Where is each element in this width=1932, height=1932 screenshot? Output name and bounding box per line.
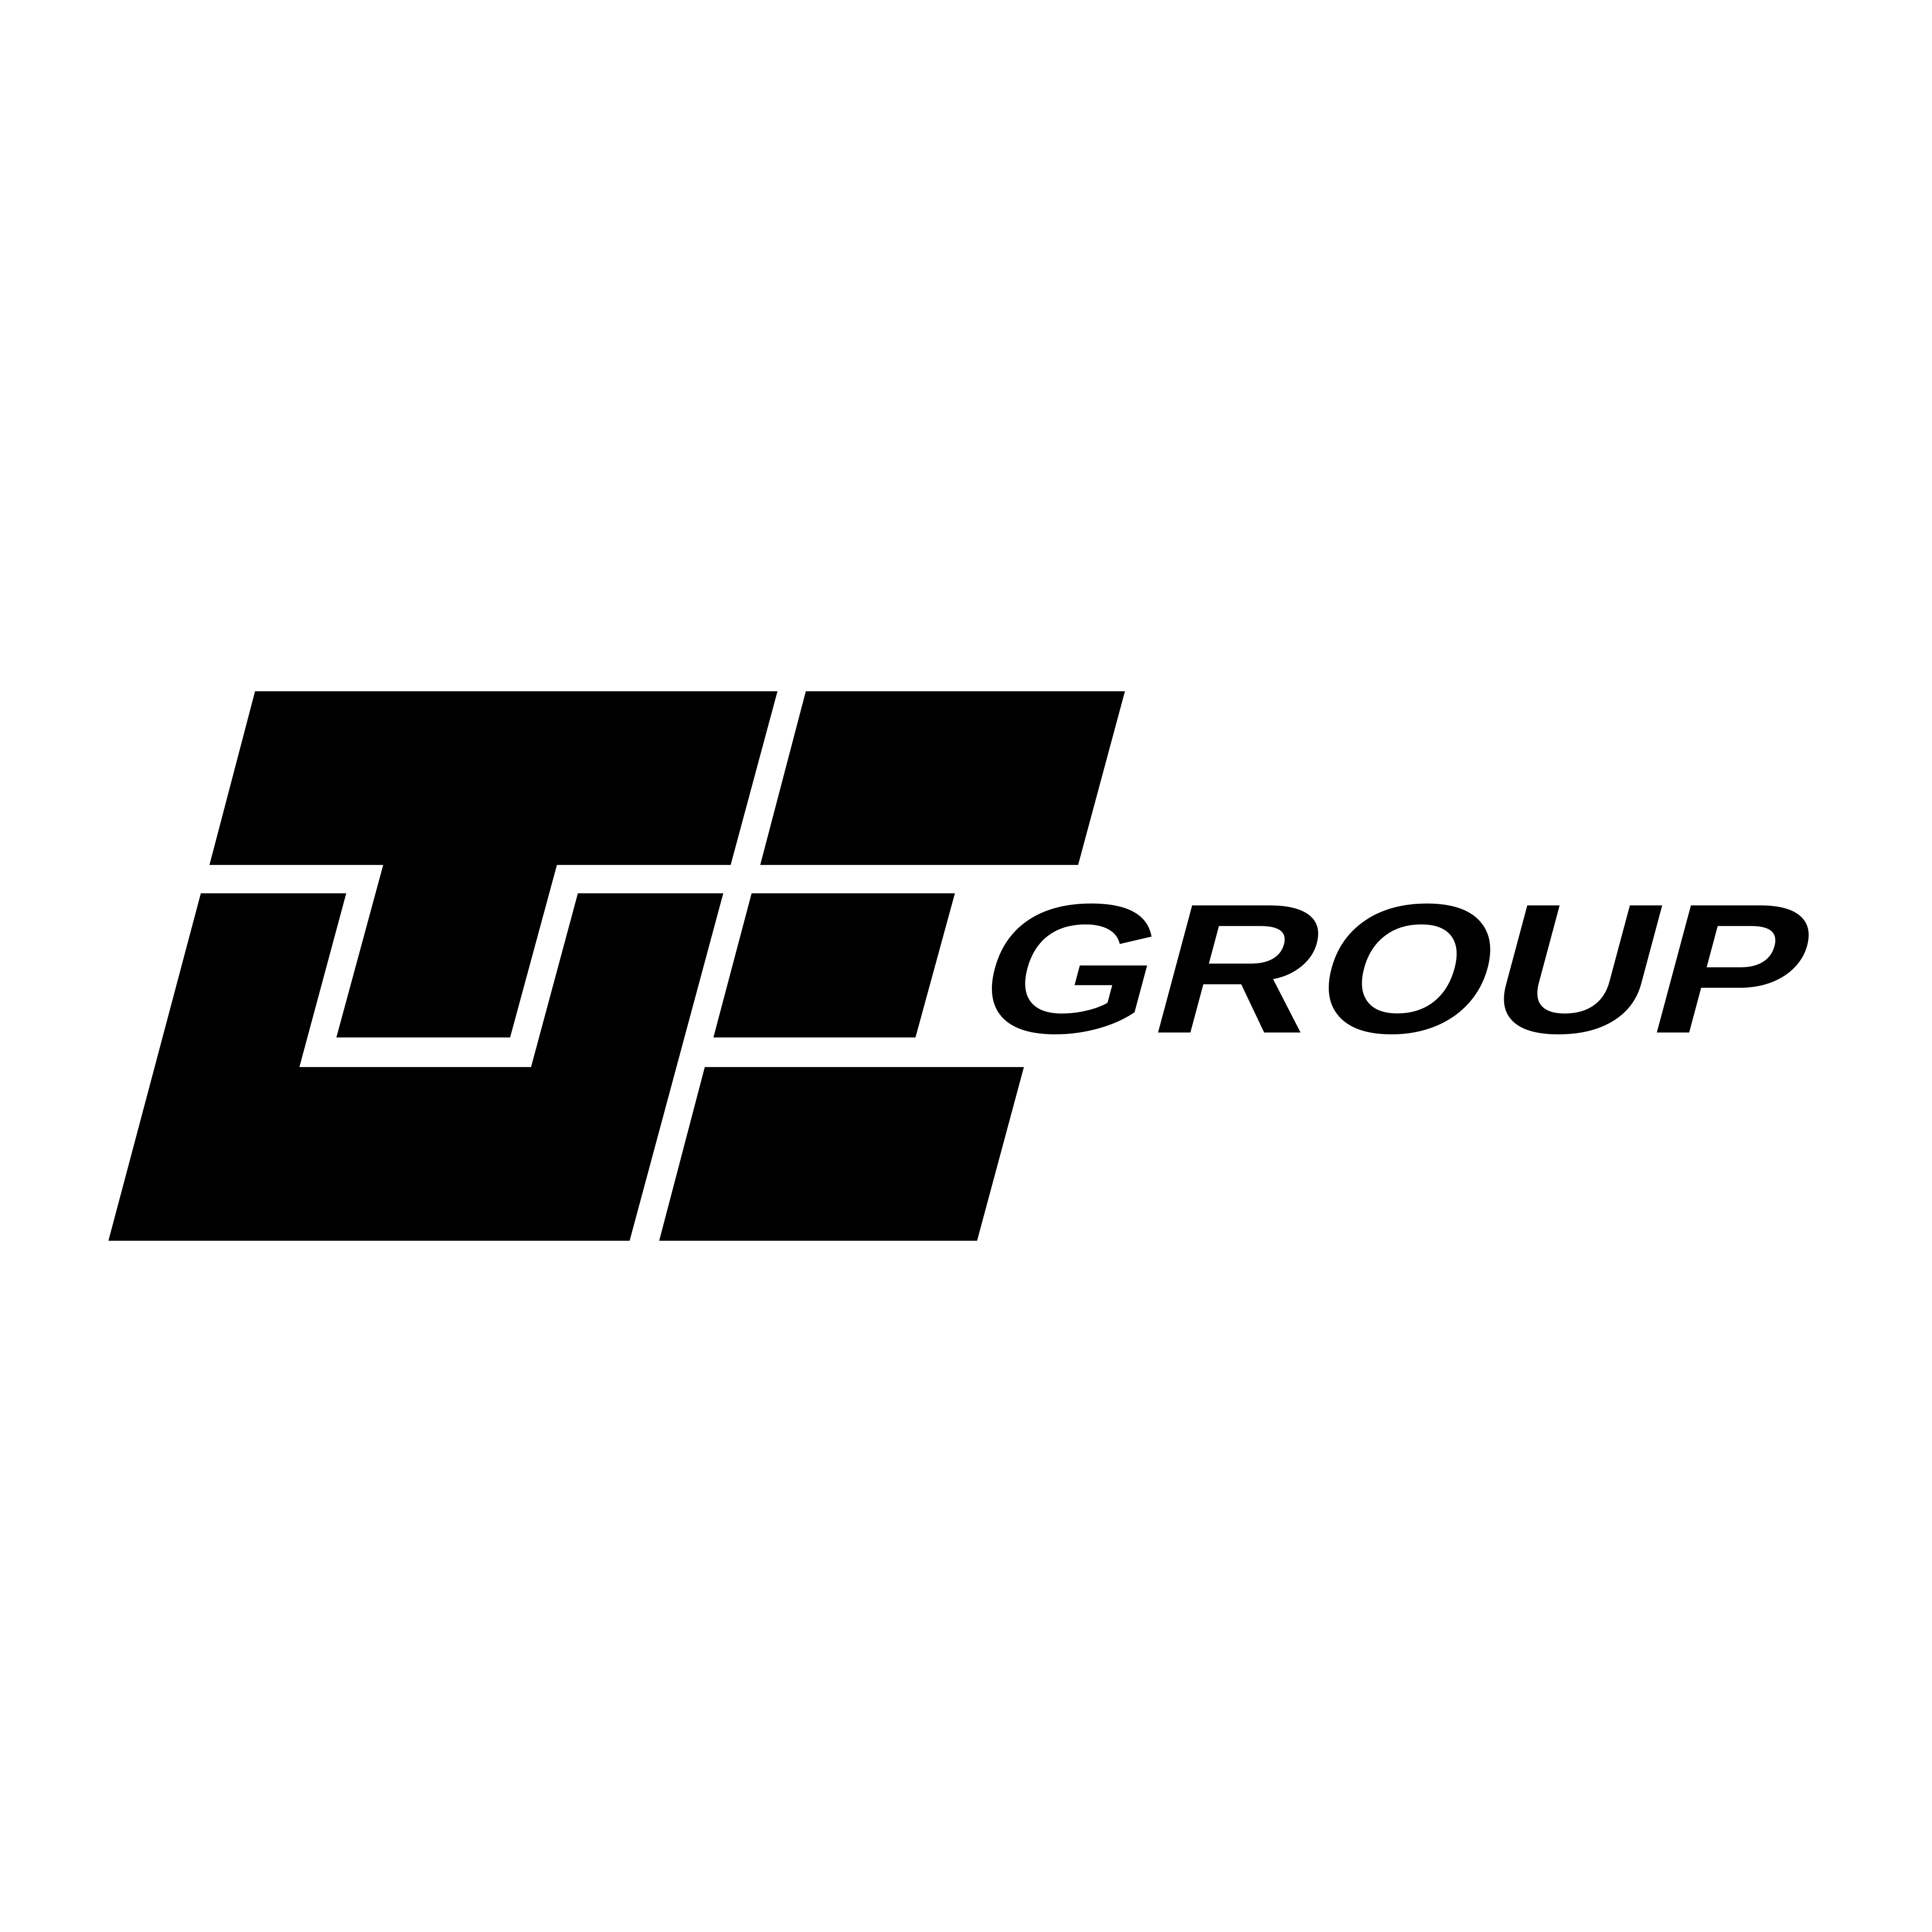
- wordmark-group: GROUP: [958, 865, 1836, 1072]
- emblem-lower-bar: [659, 1067, 1024, 1241]
- emblem-upper-bar: [760, 691, 1125, 865]
- emblem: [108, 691, 1125, 1241]
- emblem-l-block: [108, 893, 724, 1241]
- emblem-middle-bar: [713, 893, 955, 1038]
- emblem-t-block: [209, 691, 778, 1038]
- wordmark: GROUP: [958, 865, 1836, 1072]
